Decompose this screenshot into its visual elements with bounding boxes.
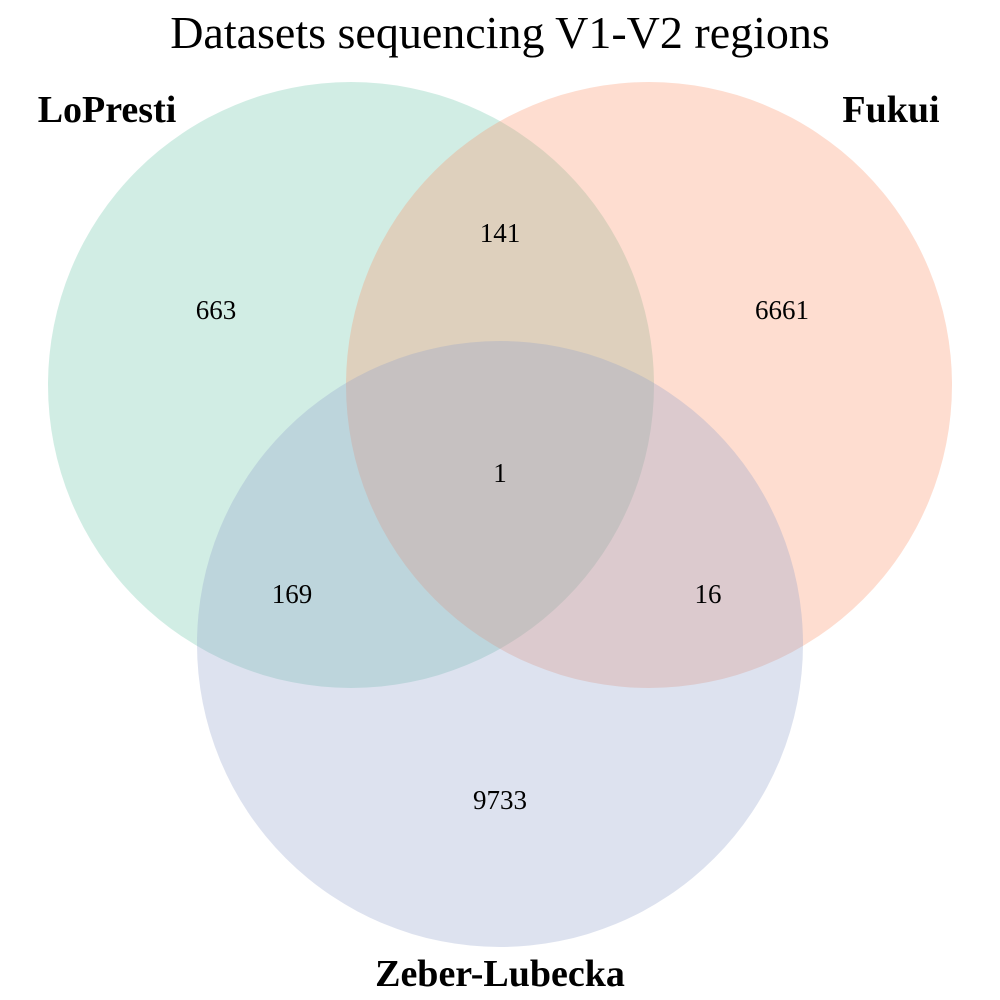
region-fukui-zeber-lubecka: 16 xyxy=(695,579,722,609)
region-fukui-only: 6661 xyxy=(755,295,809,325)
region-lopresti-only: 663 xyxy=(196,295,237,325)
set-label-lopresti: LoPresti xyxy=(38,89,177,131)
region-lopresti-fukui: 141 xyxy=(480,218,521,248)
set-label-zeber-lubecka: Zeber-Lubecka xyxy=(375,953,625,995)
zeber-lubecka-circle xyxy=(197,341,803,947)
fukui-circle xyxy=(346,82,952,688)
chart-title: Datasets sequencing V1-V2 regions xyxy=(170,7,830,58)
lopresti-circle xyxy=(48,82,654,688)
set-label-fukui: Fukui xyxy=(842,89,939,131)
region-lopresti-zeber-lubecka: 169 xyxy=(272,579,313,609)
region-zeber-lubecka-only: 9733 xyxy=(473,785,527,815)
region-all-three: 1 xyxy=(493,458,507,488)
